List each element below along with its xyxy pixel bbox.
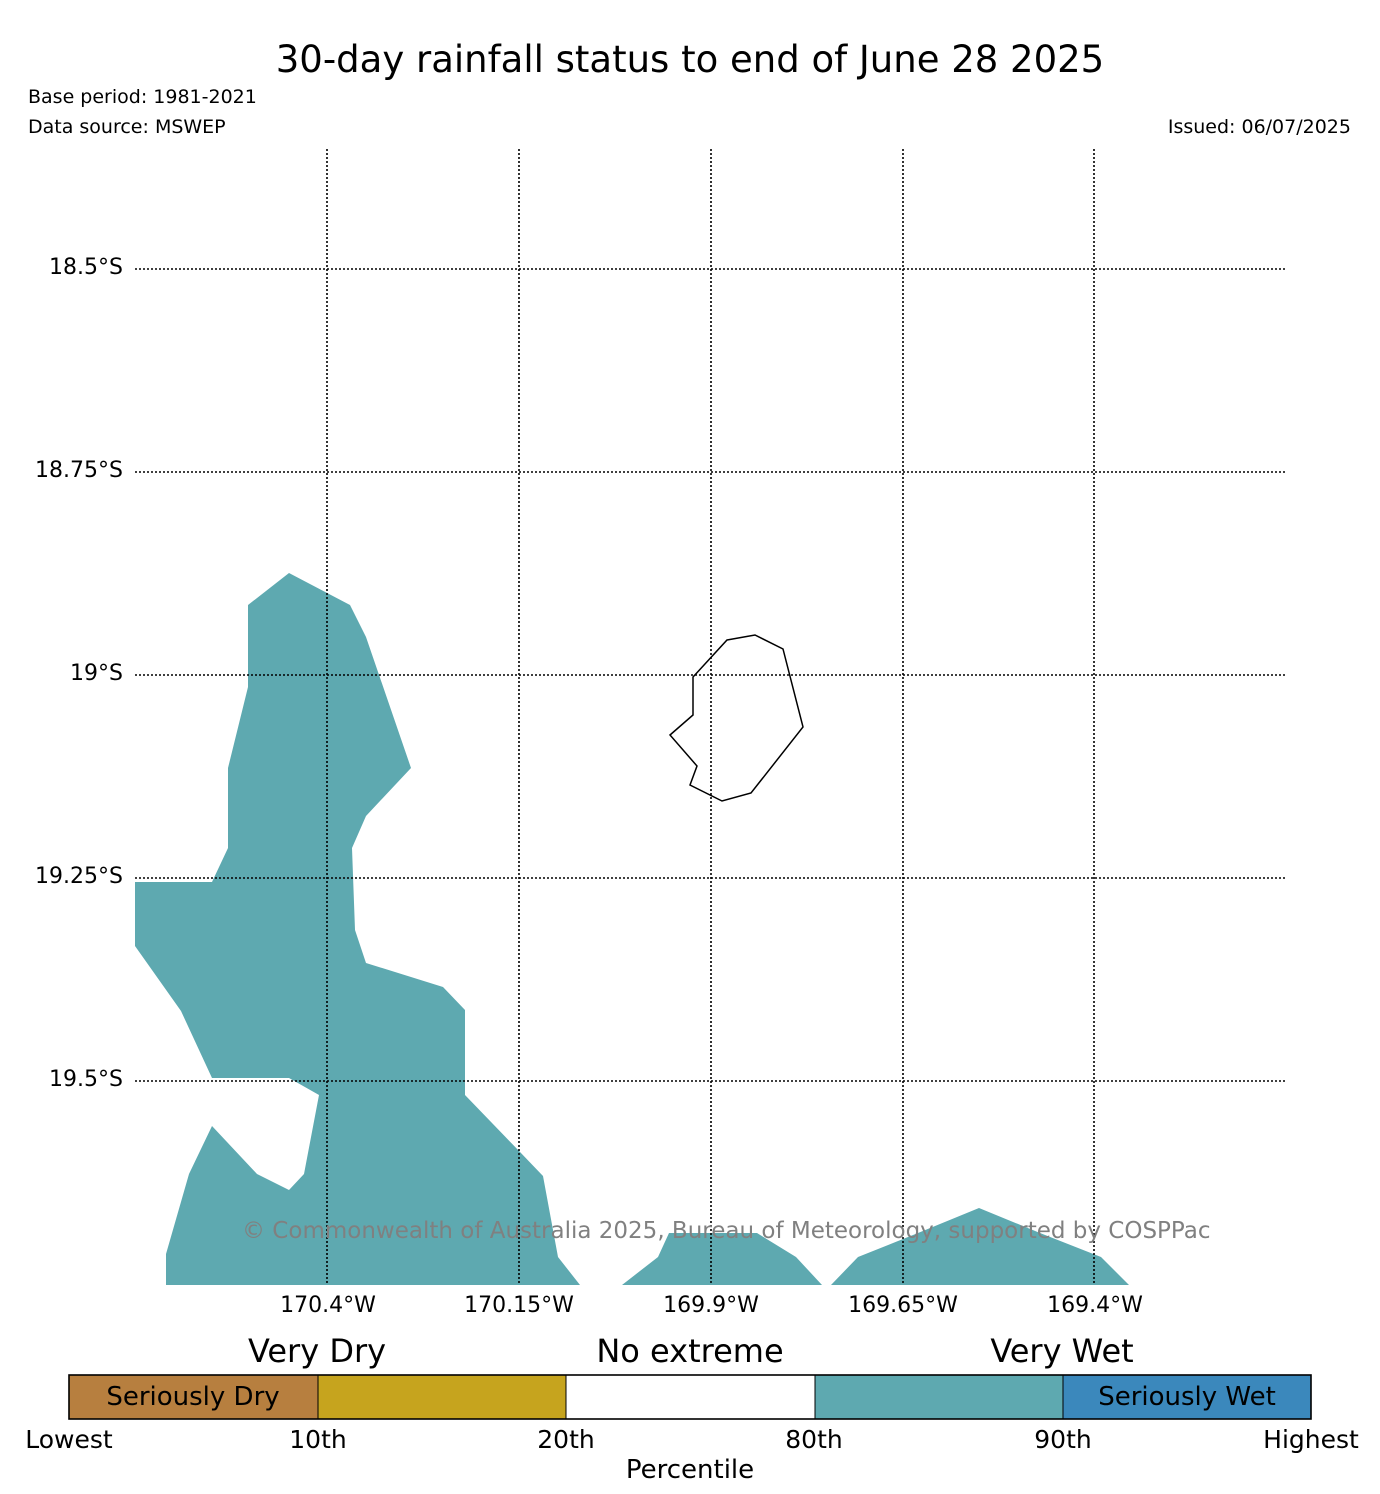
legend-segment-seriously-dry [69, 1375, 318, 1419]
legend-category-very-wet: Very Wet [990, 1332, 1134, 1370]
legend-tick-label: Lowest [25, 1425, 113, 1454]
latitude-label: 19.25°S [35, 864, 123, 889]
legend-tick-label: 10th [289, 1425, 347, 1454]
longitude-gridlines [326, 149, 1095, 1285]
legend-category-no-extreme: No extreme [596, 1332, 784, 1370]
latitude-label: 19.5°S [49, 1067, 123, 1092]
longitude-label: 170.15°W [464, 1293, 574, 1318]
legend-category-very-dry: Very Dry [247, 1332, 387, 1370]
percentile-axis-label: Percentile [625, 1455, 755, 1485]
wet-region-center [622, 1233, 822, 1285]
longitude-label: 170.4°W [280, 1293, 376, 1318]
legend-seriously-dry-label: Seriously Dry [106, 1382, 280, 1412]
legend-segment-very-dry [318, 1375, 566, 1419]
legend-seriously-wet-label: Seriously Wet [1098, 1382, 1276, 1412]
legend-tick-label: 90th [1034, 1425, 1092, 1454]
longitude-label: 169.65°W [848, 1293, 958, 1318]
longitude-label: 169.9°W [663, 1293, 759, 1318]
latitude-label: 18.75°S [35, 458, 123, 483]
legend-tick-label: 80th [785, 1425, 843, 1454]
island-coastline [668, 634, 804, 802]
legend-tick-label: 20th [537, 1425, 595, 1454]
wet-region-west [135, 573, 580, 1285]
legend-segment-no-extreme [566, 1375, 815, 1419]
copyright-notice: © Commonwealth of Australia 2025, Bureau… [242, 1218, 1211, 1244]
base-period-text: Base period: 1981-2021 [28, 86, 257, 108]
legend-segment-seriously-wet [1063, 1375, 1311, 1419]
longitude-label: 169.4°W [1047, 1293, 1143, 1318]
data-source-text: Data source: MSWEP [28, 116, 226, 138]
latitude-label: 19°S [70, 661, 123, 686]
legend-segment-very-wet [815, 1375, 1063, 1419]
issued-date-text: Issued: 06/07/2025 [1167, 116, 1351, 138]
legend-color-bar [68, 1374, 1312, 1420]
wet-region-east [831, 1208, 1129, 1285]
legend-border [68, 1374, 1312, 1420]
map-title: 30-day rainfall status to end of June 28… [275, 38, 1105, 81]
latitude-label: 18.5°S [49, 255, 123, 280]
legend-tick-label: Highest [1263, 1425, 1359, 1454]
